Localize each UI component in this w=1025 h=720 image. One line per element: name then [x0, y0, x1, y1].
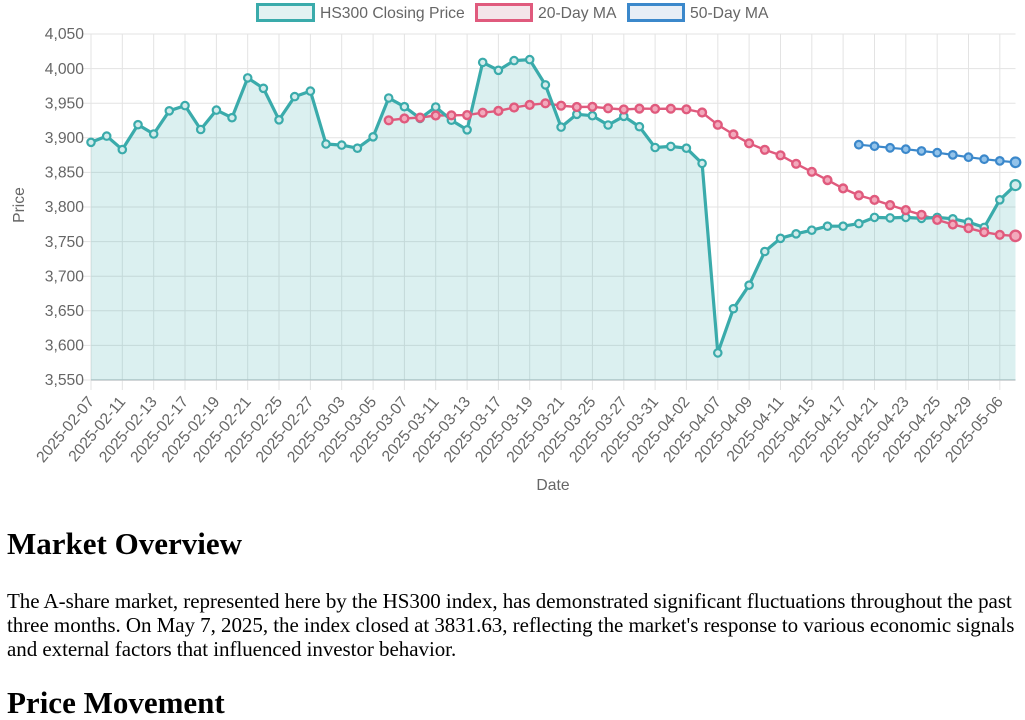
svg-text:3,800: 3,800: [45, 199, 85, 216]
svg-text:3,650: 3,650: [45, 303, 85, 320]
svg-text:Price: Price: [11, 187, 28, 223]
svg-text:4,050: 4,050: [45, 26, 85, 43]
svg-text:3,550: 3,550: [45, 372, 85, 389]
svg-text:3,600: 3,600: [45, 338, 85, 355]
svg-text:3,950: 3,950: [45, 95, 85, 112]
svg-text:50-Day MA: 50-Day MA: [690, 5, 769, 22]
svg-text:3,750: 3,750: [45, 234, 85, 251]
svg-text:3,850: 3,850: [45, 165, 85, 182]
svg-text:20-Day MA: 20-Day MA: [538, 5, 617, 22]
svg-text:4,000: 4,000: [45, 61, 85, 78]
svg-text:3,900: 3,900: [45, 130, 85, 147]
svg-text:HS300 Closing Price: HS300 Closing Price: [320, 5, 465, 22]
svg-text:Date: Date: [536, 477, 569, 494]
svg-text:3,700: 3,700: [45, 268, 85, 285]
